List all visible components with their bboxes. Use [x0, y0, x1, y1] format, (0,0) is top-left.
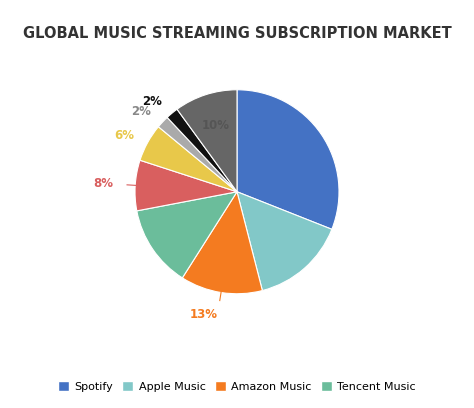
Wedge shape — [137, 192, 237, 278]
Text: 13%: 13% — [165, 224, 194, 237]
Text: 15%: 15% — [269, 237, 297, 250]
Text: 31%: 31% — [280, 146, 309, 159]
Text: 10%: 10% — [201, 119, 229, 132]
Wedge shape — [237, 192, 332, 290]
Text: 6%: 6% — [114, 129, 134, 142]
Text: 13%: 13% — [190, 308, 218, 321]
Wedge shape — [167, 109, 237, 192]
Wedge shape — [140, 127, 237, 192]
Wedge shape — [177, 90, 237, 192]
Wedge shape — [182, 192, 263, 294]
Wedge shape — [158, 118, 237, 192]
Wedge shape — [135, 160, 237, 211]
Text: 2%: 2% — [132, 105, 152, 118]
Text: 8%: 8% — [93, 177, 113, 191]
Text: 2%: 2% — [142, 95, 162, 108]
Title: GLOBAL MUSIC STREAMING SUBSCRIPTION MARKET: GLOBAL MUSIC STREAMING SUBSCRIPTION MARK… — [23, 26, 451, 41]
Wedge shape — [237, 90, 339, 229]
